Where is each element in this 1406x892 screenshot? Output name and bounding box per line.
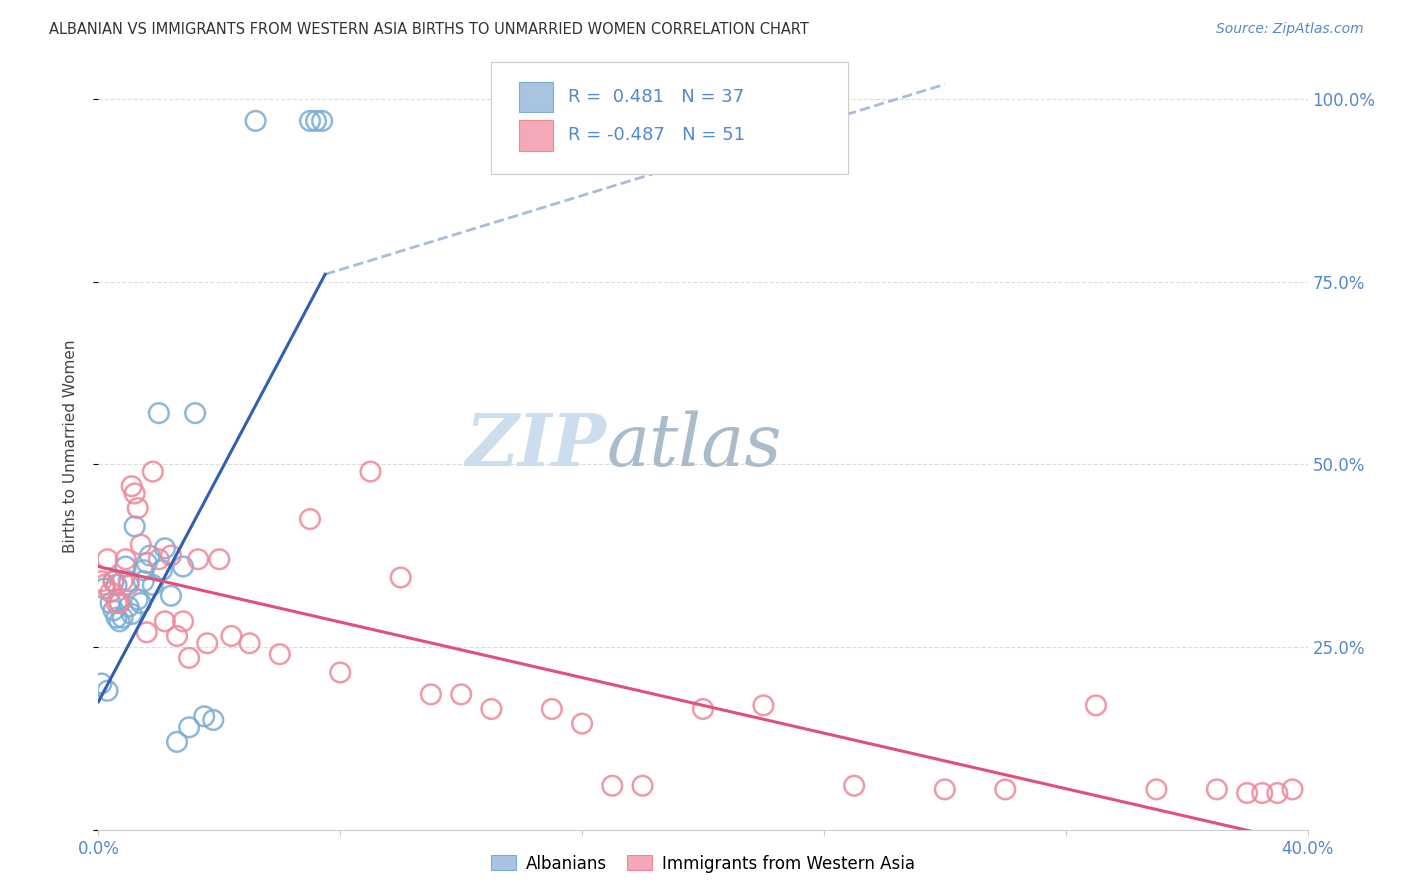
Point (118, 574, 141, 589)
Point (132, 574, 155, 589)
Point (305, 114, 328, 128)
Point (129, 538, 152, 552)
Point (360, 465, 382, 479)
Point (540, 702, 562, 716)
Point (139, 549, 162, 563)
Point (118, 599, 141, 614)
Point (127, 592, 149, 607)
Bar (519, 82, 553, 112)
Point (103, 603, 125, 617)
FancyBboxPatch shape (492, 62, 848, 174)
Point (111, 610, 134, 624)
Point (108, 615, 131, 629)
Y-axis label: Births to Unmarried Women: Births to Unmarried Women (63, 339, 77, 553)
Point (124, 519, 146, 533)
Point (142, 578, 165, 592)
Point (100, 585, 122, 599)
Point (389, 570, 412, 584)
Point (160, 589, 183, 603)
Point (195, 636, 218, 650)
Point (420, 687, 443, 701)
Point (105, 596, 128, 610)
Point (239, 636, 262, 650)
Point (245, 114, 267, 128)
Point (208, 552, 231, 566)
Point (118, 578, 141, 592)
Point (179, 720, 201, 734)
Point (1144, 782, 1167, 797)
Point (994, 782, 1017, 797)
Point (103, 574, 125, 589)
Point (132, 563, 155, 577)
Point (1251, 786, 1274, 800)
Point (100, 596, 122, 610)
Text: R = -0.487   N = 51: R = -0.487 N = 51 (568, 127, 745, 145)
Point (114, 552, 136, 566)
Point (135, 556, 157, 570)
Point (129, 596, 152, 610)
Point (121, 479, 143, 493)
Point (153, 541, 176, 556)
Point (692, 702, 714, 716)
Point (142, 465, 165, 479)
Text: ZIP: ZIP (465, 410, 606, 482)
Point (93, 582, 115, 596)
Point (329, 665, 352, 680)
Point (571, 716, 593, 731)
Point (148, 406, 170, 420)
Point (311, 114, 333, 128)
Point (166, 629, 188, 643)
Point (184, 406, 207, 420)
Point (481, 702, 503, 716)
Point (105, 610, 128, 624)
Point (90, 676, 112, 690)
Point (108, 596, 131, 610)
Point (269, 647, 291, 661)
Point (193, 709, 215, 723)
Point (221, 629, 243, 643)
Text: ALBANIAN VS IMMIGRANTS FROM WESTERN ASIA BIRTHS TO UNMARRIED WOMEN CORRELATION C: ALBANIAN VS IMMIGRANTS FROM WESTERN ASIA… (49, 22, 808, 37)
Point (602, 779, 624, 793)
Point (299, 114, 322, 128)
Text: atlas: atlas (606, 410, 782, 482)
Point (172, 615, 194, 629)
Point (124, 486, 146, 500)
Point (127, 501, 149, 516)
Legend: Albanians, Immigrants from Western Asia: Albanians, Immigrants from Western Asia (484, 848, 922, 880)
Point (1085, 698, 1108, 713)
Point (160, 549, 183, 563)
Point (202, 713, 225, 727)
Point (105, 578, 128, 592)
Point (148, 552, 170, 566)
Point (108, 596, 131, 610)
Point (121, 607, 143, 621)
Point (934, 782, 956, 797)
Point (299, 512, 322, 526)
Point (103, 574, 125, 589)
Point (135, 625, 157, 640)
Point (752, 698, 775, 713)
Text: R =  0.481   N = 37: R = 0.481 N = 37 (568, 88, 744, 106)
Point (1267, 786, 1289, 800)
Point (114, 559, 136, 574)
Point (90, 574, 112, 589)
Point (844, 779, 866, 793)
Point (1206, 782, 1229, 797)
Point (1236, 786, 1258, 800)
Point (96, 552, 118, 566)
Point (153, 615, 176, 629)
Point (166, 735, 188, 749)
Point (1281, 782, 1303, 797)
Point (93, 578, 115, 592)
Point (96, 683, 118, 698)
Bar (519, 120, 553, 151)
Point (150, 563, 173, 577)
Point (111, 574, 134, 589)
Point (179, 651, 201, 665)
Point (187, 552, 209, 566)
Point (631, 779, 654, 793)
Point (450, 687, 472, 701)
Text: Source: ZipAtlas.com: Source: ZipAtlas.com (1216, 22, 1364, 37)
Point (172, 559, 194, 574)
